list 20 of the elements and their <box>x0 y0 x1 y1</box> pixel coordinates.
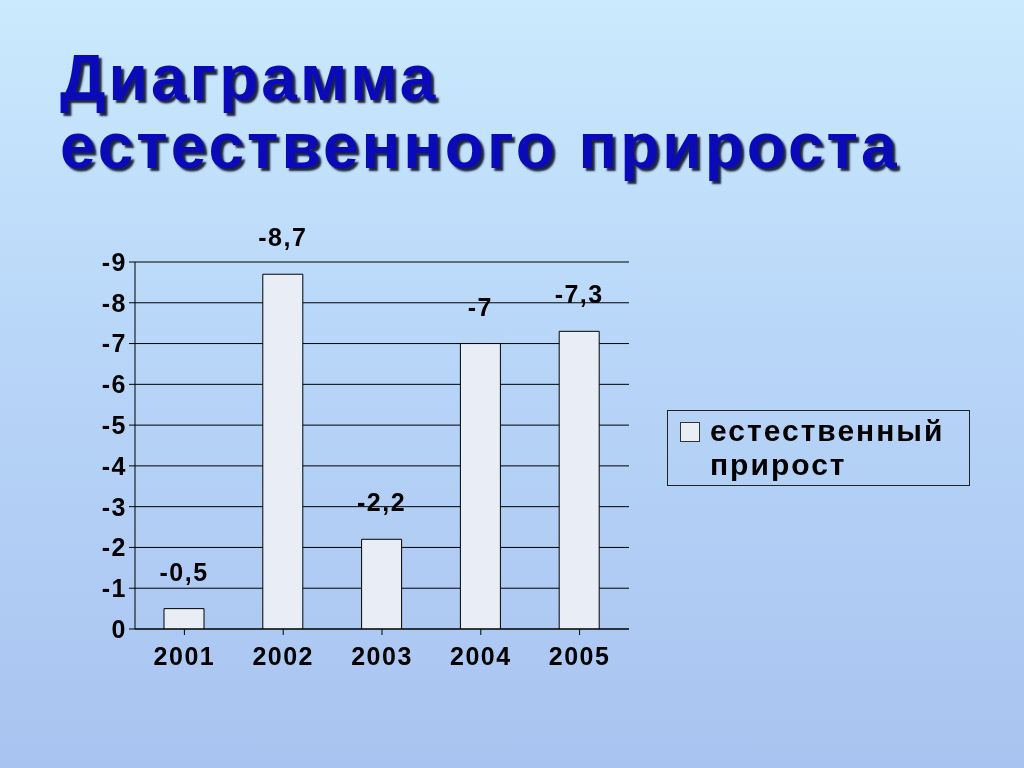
y-tick-label: -7 <box>101 329 127 358</box>
text: естественный прирост <box>710 414 946 482</box>
x-tick-label: 2005 <box>548 641 611 670</box>
y-tick-label: -4 <box>101 451 127 480</box>
x-tick-label: 2001 <box>153 641 216 670</box>
y-tick-label: 0 <box>111 614 127 643</box>
x-tick-label: 2002 <box>252 641 315 670</box>
x-tick-label: 2004 <box>449 641 512 670</box>
x-tick-label: 2003 <box>351 641 413 670</box>
chart-title: Диаграмма естественного прироста <box>60 42 900 182</box>
y-tick-label: -5 <box>101 410 127 439</box>
y-tick-label: -1 <box>101 574 127 603</box>
y-tick-label: -9 <box>101 247 127 276</box>
data-label: -0,5 <box>159 557 209 586</box>
y-tick-label: -2 <box>101 533 127 562</box>
y-tick-label: -6 <box>101 370 127 399</box>
data-label: -8,7 <box>258 223 308 252</box>
y-tick-label: -3 <box>101 492 127 521</box>
y-tick-label: -8 <box>101 288 127 317</box>
data-label: -7,3 <box>554 280 604 309</box>
